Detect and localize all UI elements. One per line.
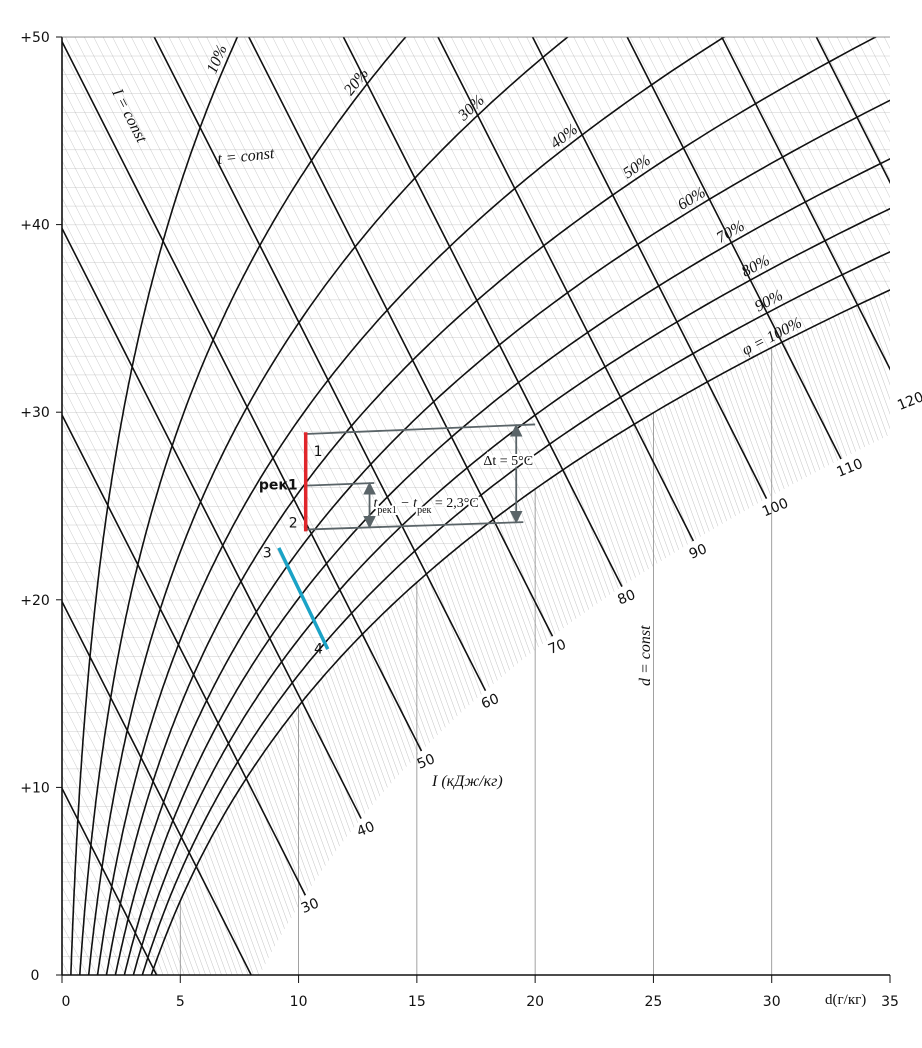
- enthalpy-line: [531, 37, 768, 499]
- process-line: [277, 547, 330, 650]
- y-tick-label: +30: [20, 405, 50, 421]
- enthalpy-line: [62, 41, 423, 752]
- x-tick-label: 35: [881, 994, 899, 1010]
- point-label: 2: [289, 516, 298, 532]
- humidity-curve: [114, 99, 890, 975]
- humidity-curve: [150, 289, 890, 975]
- enthalpy-line: [62, 601, 253, 975]
- enthalpy-label: 60: [479, 691, 502, 713]
- x-tick-label: 25: [645, 994, 663, 1010]
- enthalpy-line: [437, 37, 695, 542]
- enthalpy-label: 120: [895, 389, 922, 414]
- temperature-const-label: t = const: [217, 145, 276, 168]
- enthalpy-label: 70: [546, 636, 569, 658]
- y-tick-label: 0: [31, 968, 40, 984]
- label-part: t: [374, 496, 379, 511]
- x-axis-label: d(г/кг): [825, 992, 866, 1008]
- enthalpy-line: [626, 37, 842, 460]
- enthalpy-label: 90: [687, 541, 710, 563]
- point-label: 3: [263, 546, 272, 562]
- x-tick-label: 10: [290, 994, 308, 1010]
- enthalpy-line: [62, 227, 362, 819]
- enthalpy-line: [248, 37, 554, 637]
- x-tick-label: 15: [408, 994, 426, 1010]
- point-label: 1: [314, 444, 323, 460]
- humidity-curve: [96, 37, 726, 975]
- humidity-curve: [123, 158, 890, 975]
- label-part: − t: [397, 496, 418, 511]
- y-tick-label: +10: [20, 780, 50, 796]
- enthalpy-line: [62, 414, 307, 896]
- fog-hatch: [151, 289, 890, 975]
- humidity-curve: [141, 250, 890, 975]
- enthalpy-line: [815, 37, 890, 185]
- enthalpy-line: [62, 787, 158, 975]
- humidity-curve: [132, 207, 890, 975]
- enthalpy-line: [153, 37, 487, 692]
- y-tick-label: +50: [20, 30, 50, 46]
- humidity-curve: [105, 37, 878, 975]
- dimension-line: [305, 423, 536, 435]
- humidity-curve: [87, 37, 569, 975]
- curves-layer: [62, 37, 890, 975]
- delta-rek-label: tрек1 − tрек = 2,3°C: [374, 496, 479, 516]
- subscript: рек: [417, 505, 431, 516]
- x-tick-label: 30: [763, 994, 781, 1010]
- enthalpy-line: [342, 37, 623, 588]
- humidity-curve: [79, 37, 407, 975]
- point-label: рек1: [259, 478, 298, 494]
- enthalpy-label: 40: [355, 819, 378, 841]
- enthalpy-unit-label: I (кДж/кг): [431, 773, 503, 790]
- y-tick-label: +20: [20, 593, 50, 609]
- moisture-const-label: d = const: [637, 625, 654, 686]
- enthalpy-label: 30: [299, 895, 322, 917]
- x-tick-label: 20: [526, 994, 544, 1010]
- label-part: = 2,3°C: [431, 496, 478, 511]
- point-label: 4: [314, 642, 323, 658]
- hatch-layer: [62, 37, 890, 975]
- x-tick-label: 0: [62, 994, 71, 1010]
- x-tick-label: 5: [176, 994, 185, 1010]
- enthalpy-label: 80: [615, 587, 638, 609]
- enthalpy-label: 50: [415, 751, 438, 773]
- dimension-line: [305, 521, 524, 531]
- y-tick-label: +40: [20, 218, 50, 234]
- delta-t-label: Δt = 5°C: [483, 454, 533, 469]
- dimension-line: [305, 482, 375, 487]
- enthalpy-line: [721, 37, 890, 371]
- subscript: рек1: [377, 505, 396, 516]
